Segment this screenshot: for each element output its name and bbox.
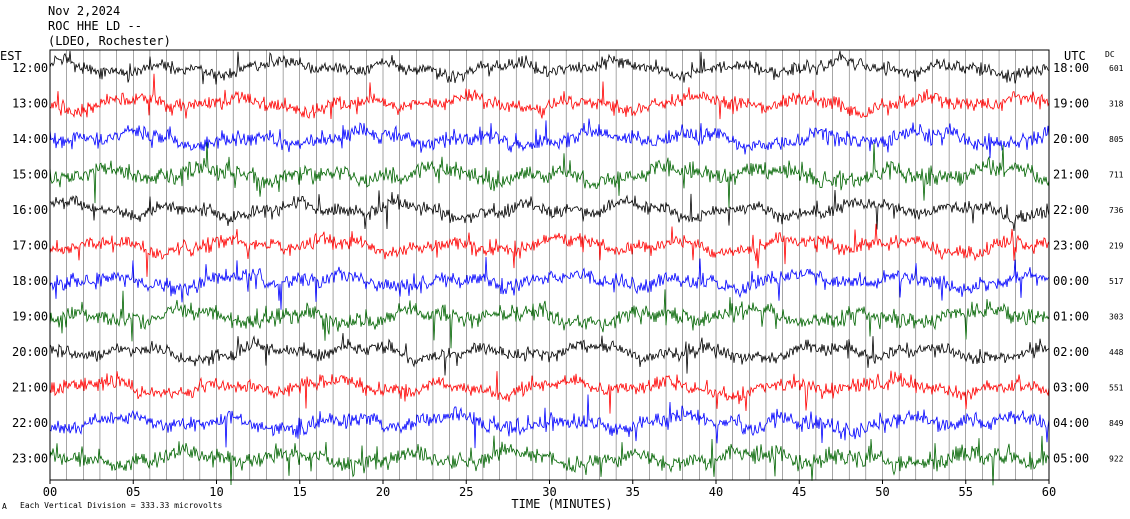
row-label-utc: 21:00 bbox=[1053, 168, 1089, 182]
row-label-est: 18:00 bbox=[12, 274, 48, 288]
left-axis-title: EST bbox=[0, 49, 22, 63]
seismic-trace bbox=[49, 73, 1050, 120]
row-label-utc: 20:00 bbox=[1053, 132, 1089, 146]
row-label-est: 13:00 bbox=[12, 97, 48, 111]
dc-title: DC bbox=[1105, 50, 1115, 59]
x-tick-label: 00 bbox=[43, 485, 57, 499]
row-label-utc: 18:00 bbox=[1053, 61, 1089, 75]
row-dc-value: 736 bbox=[1109, 206, 1124, 215]
row-dc-value: 448 bbox=[1109, 348, 1124, 357]
x-tick-label: 60 bbox=[1042, 485, 1056, 499]
row-label-est: 22:00 bbox=[12, 416, 48, 430]
seismic-trace bbox=[49, 118, 1050, 159]
row-label-utc: 03:00 bbox=[1053, 381, 1089, 395]
row-dc-value: 318 bbox=[1109, 100, 1124, 109]
row-dc-value: 303 bbox=[1109, 313, 1124, 322]
row-dc-value: 922 bbox=[1109, 455, 1124, 464]
seismic-trace bbox=[49, 435, 1050, 486]
row-dc-value: 601 bbox=[1109, 64, 1124, 73]
row-label-est: 19:00 bbox=[12, 310, 48, 324]
seismic-traces bbox=[49, 50, 1050, 486]
row-dc-value: 805 bbox=[1109, 135, 1124, 144]
chart-title-date: Nov 2,2024 bbox=[48, 4, 120, 18]
row-label-utc: 01:00 bbox=[1053, 310, 1089, 324]
row-dc-value: 219 bbox=[1109, 242, 1124, 251]
x-tick-label: 45 bbox=[792, 485, 806, 499]
seismic-trace bbox=[49, 50, 1050, 85]
row-label-est: 23:00 bbox=[12, 452, 48, 466]
row-label-utc: 02:00 bbox=[1053, 345, 1089, 359]
row-label-utc: 23:00 bbox=[1053, 239, 1089, 253]
x-tick-label: 15 bbox=[293, 485, 307, 499]
row-label-est: 20:00 bbox=[12, 345, 48, 359]
x-tick-label: 20 bbox=[376, 485, 390, 499]
row-dc-value: 517 bbox=[1109, 277, 1124, 286]
row-label-utc: 00:00 bbox=[1053, 274, 1089, 288]
x-tick-label: 40 bbox=[709, 485, 723, 499]
chart-title-network: (LDEO, Rochester) bbox=[48, 34, 171, 48]
row-dc-value: 849 bbox=[1109, 419, 1124, 428]
row-dc-value: 551 bbox=[1109, 384, 1124, 393]
row-label-est: 16:00 bbox=[12, 203, 48, 217]
x-tick-label: 10 bbox=[209, 485, 223, 499]
row-label-est: 17:00 bbox=[12, 239, 48, 253]
chart-title-station: ROC HHE LD -- bbox=[48, 19, 142, 33]
seismic-trace bbox=[49, 394, 1050, 449]
x-tick-label: 05 bbox=[126, 485, 140, 499]
row-label-est: 15:00 bbox=[12, 168, 48, 182]
row-label-est: 14:00 bbox=[12, 132, 48, 146]
seismic-trace bbox=[49, 289, 1050, 349]
row-label-utc: 05:00 bbox=[1053, 452, 1089, 466]
seismic-trace bbox=[49, 142, 1050, 208]
row-label-est: 21:00 bbox=[12, 381, 48, 395]
x-tick-label: 35 bbox=[626, 485, 640, 499]
x-tick-label: 25 bbox=[459, 485, 473, 499]
x-tick-label: 55 bbox=[959, 485, 973, 499]
x-axis-title: TIME (MINUTES) bbox=[511, 497, 612, 511]
seismic-trace bbox=[49, 370, 1050, 414]
x-tick-labels: 00 05 10 15 20 25 30 35 40 45 50 55 60 bbox=[43, 480, 1056, 499]
footer-mark: A bbox=[2, 502, 7, 511]
seismic-trace bbox=[49, 223, 1050, 277]
minute-gridlines bbox=[66, 50, 1033, 480]
row-label-utc: 04:00 bbox=[1053, 416, 1089, 430]
row-labels: 12:00 18:00 601 13:00 19:00 318 14:00 20:00 805 1… bbox=[12, 61, 1124, 466]
footer-scale-note: Each Vertical Division = 333.33 microvol… bbox=[20, 501, 222, 510]
row-dc-value: 711 bbox=[1109, 171, 1124, 180]
row-label-est: 12:00 bbox=[12, 61, 48, 75]
row-label-utc: 19:00 bbox=[1053, 97, 1089, 111]
right-axis-title: UTC bbox=[1064, 49, 1086, 63]
seismic-trace bbox=[49, 189, 1050, 232]
seismic-trace bbox=[49, 256, 1050, 310]
x-tick-label: 30 bbox=[542, 485, 556, 499]
seismic-trace bbox=[49, 333, 1050, 376]
x-tick-label: 50 bbox=[875, 485, 889, 499]
row-label-utc: 22:00 bbox=[1053, 203, 1089, 217]
